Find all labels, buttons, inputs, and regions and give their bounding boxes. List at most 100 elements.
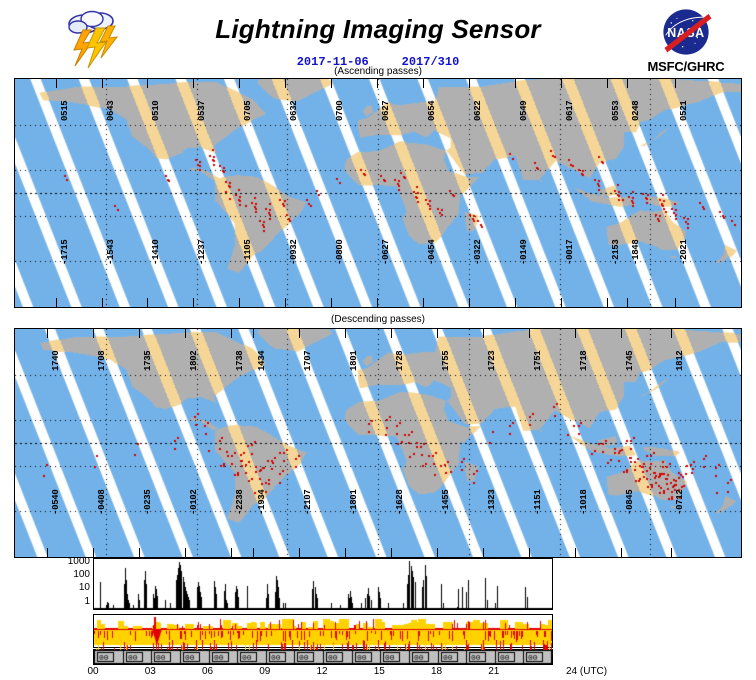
- orbit-tick: [515, 79, 516, 88]
- orbit-tick: [299, 329, 300, 338]
- orbit-time-label: 1745: [625, 350, 635, 371]
- orbit-time-label: -0322: [473, 239, 483, 265]
- orbit-tick: [627, 298, 628, 307]
- orbit-time-label: -0017: [565, 239, 575, 265]
- time-axis-tick-label: 03: [144, 666, 156, 677]
- orbit-time-label: -0845: [625, 489, 635, 515]
- orbit-tick: [331, 298, 332, 307]
- orbit-time-label: -1848: [631, 239, 641, 265]
- descending-passes-map[interactable]: 1740 1708 1735 1802 1738 1434 1707 1801 1728 1755…: [14, 328, 742, 558]
- orbit-tick: [529, 548, 530, 557]
- orbit-tick: [607, 298, 608, 307]
- flash-activity-chart[interactable]: [93, 558, 553, 610]
- orbit-tick: [185, 329, 186, 338]
- orbit-tick: [47, 548, 48, 557]
- orbit-tick: [423, 298, 424, 307]
- platform-status-bar[interactable]: [93, 640, 553, 665]
- orbit-time-label: -0235: [143, 489, 153, 515]
- orbit-time-label: 1738: [235, 350, 245, 371]
- flash-activity-canvas: [94, 559, 552, 609]
- orbit-tick: [56, 298, 57, 307]
- ascending-map-canvas: [15, 79, 741, 307]
- date-day-of-year: 2017/310: [401, 55, 460, 69]
- orbit-tick: [423, 79, 424, 88]
- orbit-tick: [391, 329, 392, 338]
- orbit-time-label: -2021: [679, 239, 689, 265]
- orbit-time-label: -1628: [395, 489, 405, 515]
- orbit-time-label: -0800: [335, 239, 345, 265]
- orbit-tick: [56, 79, 57, 88]
- orbit-tick: [675, 298, 676, 307]
- orbit-tick: [561, 298, 562, 307]
- time-axis-tick-label: 18: [430, 666, 443, 677]
- orbit-tick: [469, 298, 470, 307]
- orbit-time-label: 0700: [335, 100, 345, 121]
- orbit-time-label: -0932: [289, 239, 299, 265]
- orbit-time-label: 0627: [381, 100, 391, 121]
- orbit-tick: [345, 548, 346, 557]
- orbit-tick: [231, 548, 232, 557]
- nasa-logo-block: NASA MSFC/GHRC: [622, 6, 750, 76]
- orbit-tick: [239, 298, 240, 307]
- orbit-tick: [671, 548, 672, 557]
- ascending-passes-map[interactable]: 0515 0643 0510 0537 0705 0632 0700 0627 0654 0622…: [14, 78, 742, 308]
- orbit-time-label: -0408: [97, 489, 107, 515]
- orbit-time-label: -1410: [151, 239, 161, 265]
- orbit-tick: [671, 329, 672, 338]
- orbit-time-label: 0632: [289, 100, 299, 121]
- orbit-tick: [483, 329, 484, 338]
- orbit-time-label: 0537: [197, 100, 207, 121]
- time-axis-tick-label: 09: [259, 666, 271, 677]
- orbit-tick: [285, 79, 286, 88]
- y-axis-tick-label: 1: [84, 596, 90, 607]
- orbit-time-label: -0627: [381, 239, 391, 265]
- orbit-tick: [675, 79, 676, 88]
- orbit-tick: [483, 548, 484, 557]
- orbit-time-label: 0705: [243, 100, 253, 121]
- orbit-time-label: -1715: [60, 239, 70, 265]
- orbit-tick: [575, 329, 576, 338]
- orbit-time-label: -1543: [106, 239, 116, 265]
- orbit-time-label: 1755: [441, 350, 451, 371]
- orbit-time-label: -2153: [611, 239, 621, 265]
- orbit-tick: [621, 548, 622, 557]
- orbit-tick: [253, 548, 254, 557]
- orbit-time-label: -2238: [235, 489, 245, 515]
- orbit-tick: [193, 79, 194, 88]
- descending-caption: (Descending passes): [331, 314, 425, 325]
- orbit-tick: [529, 329, 530, 338]
- orbit-time-label: 0622: [473, 100, 483, 121]
- time-axis-tick-label: 12: [316, 666, 328, 677]
- orbit-tick: [437, 329, 438, 338]
- time-axis-tick-label: 00: [87, 666, 99, 677]
- orbit-tick: [377, 79, 378, 88]
- time-axis-tick-label: 06: [201, 666, 214, 677]
- orbit-tick: [93, 548, 94, 557]
- orbit-tick: [621, 329, 622, 338]
- orbit-time-label: -0102: [189, 489, 199, 515]
- orbit-time-label: -1934: [257, 489, 267, 515]
- orbit-tick: [239, 79, 240, 88]
- utc-axis-label: 24 (UTC): [566, 666, 608, 677]
- nasa-center-label: MSFC/GHRC: [647, 59, 725, 74]
- orbit-time-label: -1105: [243, 239, 253, 265]
- thunderstorm-cloud-lightning-icon: [58, 6, 134, 74]
- orbit-time-label: -1323: [487, 489, 497, 515]
- orbit-time-label: -1455: [441, 489, 451, 515]
- orbit-time-label: 1723: [487, 350, 497, 371]
- orbit-time-label: -2107: [303, 489, 313, 515]
- time-axis-tick-label: 15: [373, 666, 385, 677]
- orbit-time-label: 1801: [349, 350, 359, 371]
- y-axis-tick-label: 10: [78, 582, 90, 593]
- orbit-tick: [102, 79, 103, 88]
- orbit-time-label: 1434: [257, 350, 267, 371]
- orbit-time-label: 1728: [395, 350, 405, 371]
- orbit-time-label: -0454: [427, 239, 437, 265]
- date-row: 2017-11-06 2017/310: [0, 52, 756, 70]
- orbit-time-label: 0654: [427, 100, 437, 121]
- orbit-time-label: -1801: [349, 489, 359, 515]
- orbit-time-label: 0515: [60, 100, 70, 121]
